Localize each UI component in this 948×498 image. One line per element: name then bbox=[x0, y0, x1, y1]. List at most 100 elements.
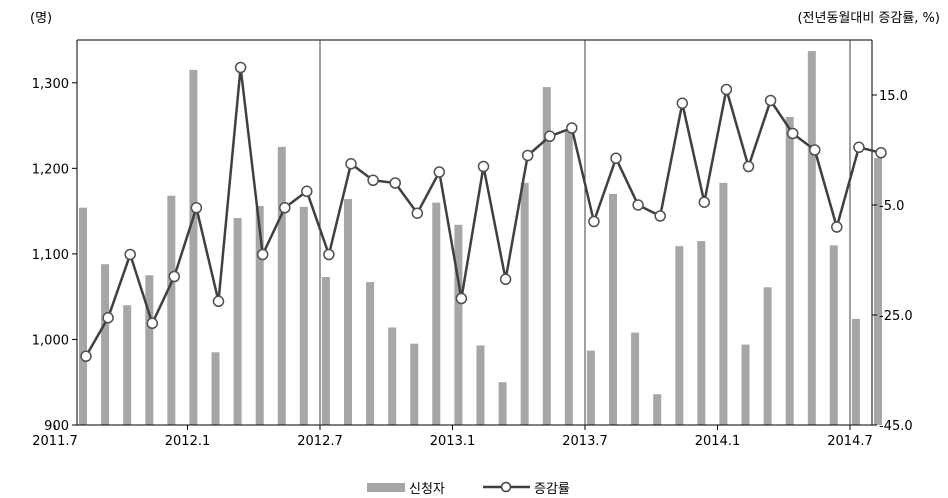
legend-line-marker bbox=[500, 481, 512, 493]
rate-point-33 bbox=[809, 144, 821, 156]
rate-point-3 bbox=[146, 317, 159, 330]
bar-22 bbox=[564, 130, 573, 425]
rate-point-8 bbox=[256, 248, 269, 261]
rate-point-36 bbox=[875, 147, 887, 159]
rate-point-17 bbox=[455, 292, 468, 305]
rate-point-19 bbox=[499, 273, 512, 286]
rate-point-1 bbox=[102, 312, 114, 324]
bar-14 bbox=[388, 327, 397, 425]
rate-point-32 bbox=[786, 127, 799, 140]
rate-point-25 bbox=[632, 199, 644, 211]
x-tick-label-1: 2012.1 bbox=[165, 434, 211, 449]
rate-point-5 bbox=[190, 202, 203, 214]
bar-5 bbox=[189, 69, 198, 426]
bar-36 bbox=[874, 158, 882, 425]
bar-34 bbox=[829, 245, 838, 425]
rate-point-23 bbox=[588, 215, 600, 228]
bar-16 bbox=[432, 202, 441, 425]
bar-28 bbox=[697, 241, 706, 425]
right-axis-unit: (전년동월대비 증감률, %) bbox=[797, 11, 940, 26]
legend-bar-swatch bbox=[367, 483, 405, 492]
rate-point-20 bbox=[521, 149, 534, 162]
rate-point-11 bbox=[323, 248, 335, 261]
rate-point-0 bbox=[80, 350, 92, 363]
left-tick-label-3: 1,200 bbox=[32, 162, 69, 177]
rate-point-7 bbox=[234, 61, 247, 74]
bar-25 bbox=[631, 332, 640, 425]
rate-point-29 bbox=[720, 83, 733, 96]
right-tick-label-2: -5.0 bbox=[879, 199, 904, 214]
rate-point-6 bbox=[212, 295, 225, 308]
bar-4 bbox=[167, 195, 176, 425]
bar-27 bbox=[675, 246, 684, 425]
bar-15 bbox=[410, 343, 419, 425]
bars-layer bbox=[79, 51, 882, 426]
bar-30 bbox=[741, 344, 750, 425]
bar-17 bbox=[454, 224, 463, 425]
axis-labels: 900 1,000 1,100 1,200 1,300 -45.0 -25.0 -5.0 15.… bbox=[32, 77, 913, 449]
rate-point-22 bbox=[566, 122, 578, 134]
x-tick-label-2: 2012.7 bbox=[297, 434, 343, 449]
bar-8 bbox=[255, 206, 264, 425]
legend-line-label: 증감률 bbox=[534, 482, 570, 497]
x-tick-label-6: 2014.7 bbox=[827, 434, 873, 449]
rate-line bbox=[84, 66, 882, 357]
bar-31 bbox=[763, 287, 772, 425]
bar-7 bbox=[233, 218, 242, 425]
bar-23 bbox=[586, 350, 595, 425]
rate-point-31 bbox=[764, 94, 777, 107]
bar-12 bbox=[344, 199, 352, 425]
left-axis-unit: (명) bbox=[30, 11, 52, 26]
rate-point-2 bbox=[124, 248, 136, 261]
left-tick-label-4: 1,300 bbox=[32, 77, 69, 92]
bar-21 bbox=[542, 87, 551, 425]
bar-11 bbox=[321, 277, 330, 425]
rate-point-15 bbox=[411, 207, 424, 219]
x-tick-label-4: 2013.7 bbox=[562, 434, 608, 449]
rate-point-4 bbox=[168, 270, 181, 283]
bar-35 bbox=[851, 318, 860, 425]
bar-2 bbox=[123, 305, 132, 425]
bar-1 bbox=[101, 264, 110, 425]
rate-point-24 bbox=[610, 152, 622, 165]
rate-point-28 bbox=[698, 196, 711, 208]
bar-19 bbox=[498, 382, 507, 425]
x-tick-label-5: 2014.1 bbox=[695, 434, 741, 449]
bar-20 bbox=[520, 182, 529, 425]
rate-point-30 bbox=[742, 160, 755, 173]
rate-point-14 bbox=[389, 177, 401, 189]
bar-13 bbox=[366, 282, 375, 425]
bar-10 bbox=[299, 206, 308, 425]
right-tick-label-1: -25.0 bbox=[879, 309, 913, 324]
plot-frame bbox=[54, 39, 877, 430]
x-tick-label-0: 2011.7 bbox=[32, 434, 78, 449]
rate-point-10 bbox=[301, 185, 313, 198]
left-tick-label-2: 1,100 bbox=[32, 248, 69, 263]
rate-point-34 bbox=[831, 221, 843, 233]
bar-29 bbox=[719, 182, 728, 425]
rate-point-27 bbox=[676, 97, 689, 110]
rate-point-13 bbox=[367, 174, 379, 187]
bar-3 bbox=[145, 275, 154, 425]
right-tick-label-3: 15.0 bbox=[879, 89, 908, 104]
bar-0 bbox=[79, 207, 87, 425]
legend-bar-label: 신청자 bbox=[409, 482, 445, 497]
line-layer bbox=[80, 61, 887, 363]
rate-point-12 bbox=[345, 158, 357, 170]
bar-9 bbox=[277, 146, 286, 425]
bar-18 bbox=[476, 345, 485, 425]
bar-26 bbox=[653, 394, 662, 425]
bar-32 bbox=[785, 117, 794, 425]
left-tick-label-1: 1,000 bbox=[32, 333, 69, 348]
bar-24 bbox=[609, 194, 617, 425]
bar-6 bbox=[211, 352, 220, 425]
legend: 신청자 증감률 bbox=[367, 481, 570, 497]
rate-point-16 bbox=[433, 166, 446, 178]
rate-point-18 bbox=[477, 160, 490, 173]
rate-point-35 bbox=[853, 141, 865, 154]
rate-point-21 bbox=[544, 130, 556, 143]
left-tick-label-0: 900 bbox=[44, 419, 69, 434]
rate-point-9 bbox=[279, 202, 291, 214]
right-tick-label-0: -45.0 bbox=[879, 419, 913, 434]
